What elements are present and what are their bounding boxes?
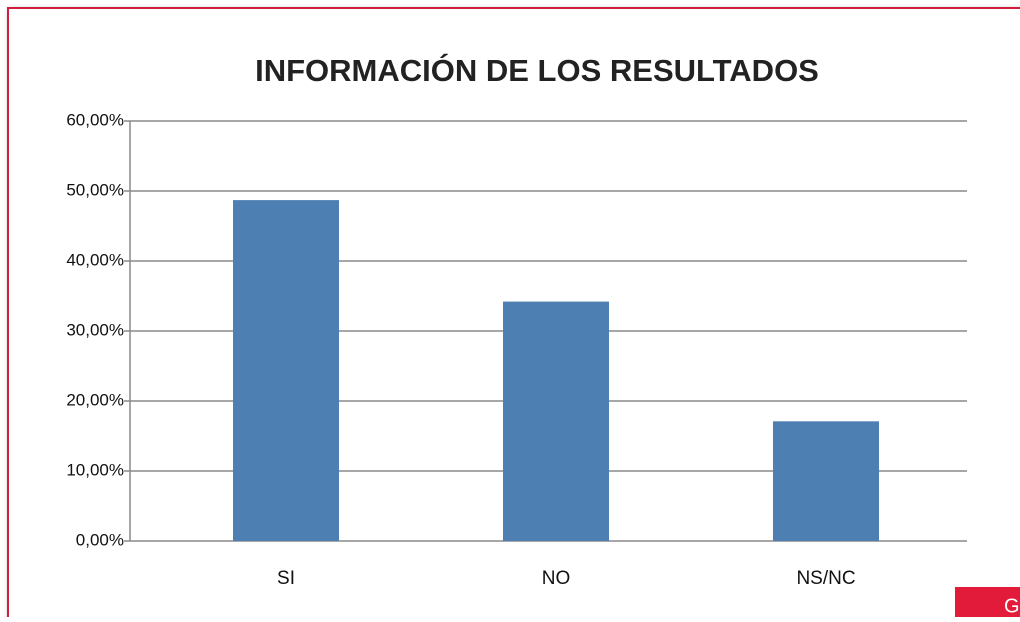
y-tick-label: 40,00% (66, 250, 124, 269)
bar (503, 301, 609, 541)
y-tick-label: 50,00% (66, 180, 124, 199)
x-tick-label: NO (542, 568, 571, 589)
y-tick-label: 60,00% (66, 110, 124, 129)
y-tick-label: 10,00% (66, 460, 124, 479)
y-tick-label: 30,00% (66, 320, 124, 339)
chart-title: INFORMACIÓN DE LOS RESULTADOS (255, 52, 819, 88)
tab-label: G (1004, 595, 1020, 617)
bar (773, 421, 879, 541)
x-tick-label: NS/NC (796, 568, 855, 589)
bar (233, 200, 339, 541)
y-tick-label: 0,00% (76, 530, 124, 549)
x-tick-label: SI (277, 568, 295, 589)
y-tick-label: 20,00% (66, 390, 124, 409)
tab (955, 587, 1020, 619)
